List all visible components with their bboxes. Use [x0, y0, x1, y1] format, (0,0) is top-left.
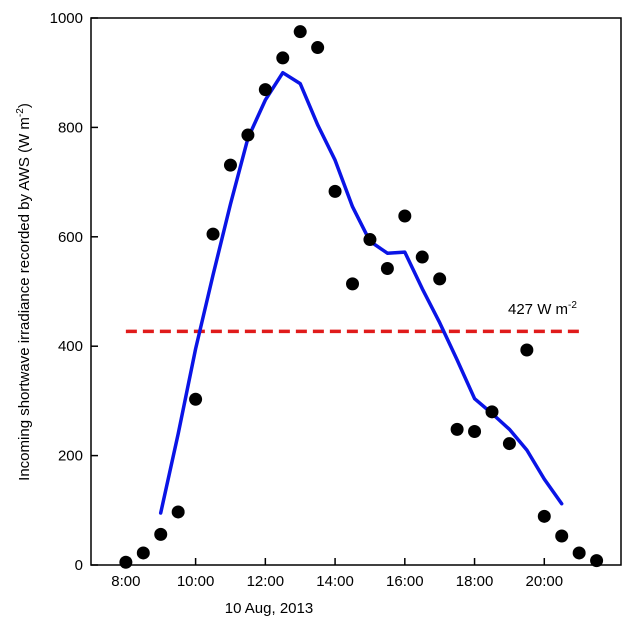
y-tick-label: 800 [58, 119, 83, 136]
x-axis: 8:00 10:00 12:00 14:00 16:00 18:00 20:00 [111, 558, 563, 590]
x-tick-label: 10:00 [177, 573, 215, 590]
x-tick-label: 18:00 [456, 573, 494, 590]
data-point [346, 277, 360, 291]
data-point [555, 529, 569, 543]
data-point [189, 392, 203, 406]
y-tick-label: 400 [58, 338, 83, 355]
data-point [590, 554, 604, 568]
data-point [276, 51, 290, 65]
data-point [520, 343, 534, 357]
line-layer [158, 70, 564, 515]
y-axis-title-close: ) [16, 103, 33, 108]
data-point [572, 546, 586, 560]
y-tick-label: 600 [58, 229, 83, 246]
reference-annotation-main: 427 W m [508, 301, 568, 318]
x-tick-label: 16:00 [386, 573, 424, 590]
y-tick-label: 1000 [50, 10, 83, 27]
data-point [136, 546, 150, 560]
data-point [206, 227, 220, 241]
reference-annotation: 427 W m-2 [508, 300, 577, 318]
data-point [154, 527, 168, 541]
y-tick-label: 200 [58, 448, 83, 465]
data-point [380, 262, 394, 276]
data-point [502, 437, 516, 451]
data-point [171, 505, 185, 519]
data-point [119, 555, 133, 569]
x-axis-title: 10 Aug, 2013 [225, 600, 313, 617]
data-point [398, 209, 412, 223]
plot-frame [90, 17, 622, 566]
x-tick-label: 14:00 [316, 573, 354, 590]
y-axis-title: Incoming shortwave irradiance recorded b… [15, 103, 33, 481]
x-tick-label: 8:00 [111, 573, 140, 590]
x-tick-label: 12:00 [247, 573, 285, 590]
data-point [537, 509, 551, 523]
data-point [328, 184, 342, 198]
y-axis-title-superscript: -2 [15, 108, 26, 117]
y-axis: 0 200 400 600 800 1000 [50, 10, 98, 574]
reference-annotation-superscript: -2 [568, 300, 577, 311]
data-point [433, 272, 447, 286]
series-line [158, 70, 564, 515]
data-point [468, 425, 482, 439]
x-tick-label: 20:00 [526, 573, 564, 590]
data-point [293, 25, 307, 39]
data-point [363, 233, 377, 247]
data-point [311, 41, 325, 55]
y-tick-label: 0 [75, 557, 83, 574]
data-point [223, 158, 237, 172]
y-axis-title-main: Incoming shortwave irradiance recorded b… [16, 117, 33, 481]
data-point [415, 250, 429, 264]
data-point [450, 422, 464, 436]
data-point [258, 83, 272, 97]
points-layer [119, 25, 604, 569]
data-point [485, 405, 499, 419]
data-point [241, 128, 255, 142]
